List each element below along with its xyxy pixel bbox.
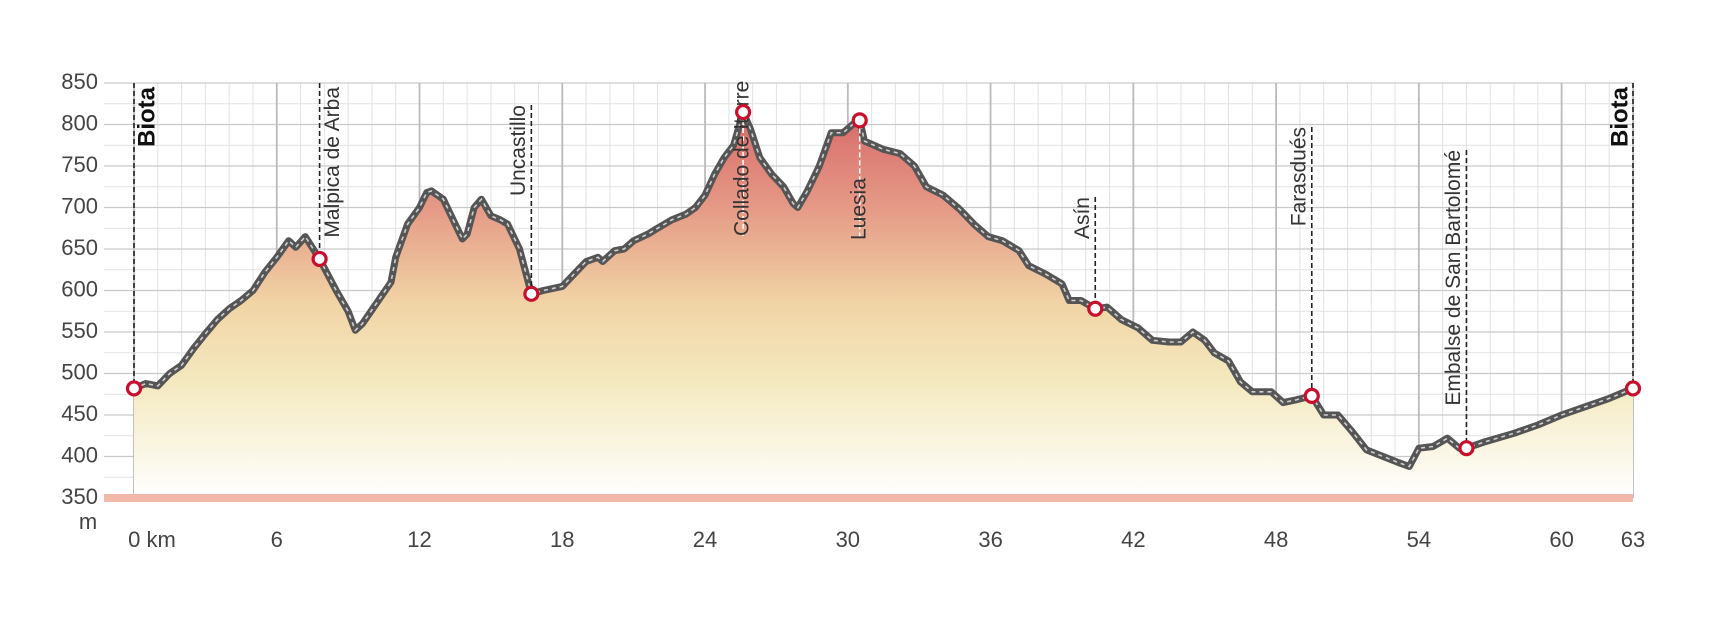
baseline-band [104, 494, 1633, 502]
x-tick-label: 18 [550, 527, 574, 552]
marker-label: Farasdués [1287, 127, 1310, 226]
marker-label: Biota [1606, 86, 1633, 147]
x-tick-label: 36 [978, 527, 1002, 552]
marker-label: Uncastillo [507, 105, 530, 196]
marker-label: Asín [1071, 197, 1094, 239]
x-tick-label: 0 km [128, 527, 176, 552]
y-tick-label: 800 [61, 110, 98, 135]
marker-label: Collado de Itorre [731, 81, 754, 236]
marker [735, 103, 752, 121]
y-tick-label: 600 [61, 276, 98, 301]
marker-label: Embalse de San Bartolomé [1442, 150, 1465, 406]
y-tick-label: 350 [61, 484, 98, 509]
area [134, 112, 1633, 498]
marker-label: Luesia [847, 178, 870, 240]
marker [1458, 440, 1475, 457]
marker [523, 285, 540, 302]
x-tick-label: 30 [836, 527, 860, 552]
marker [125, 380, 143, 397]
marker-label: Malpica de Arba [321, 87, 344, 238]
x-tick-label: 24 [693, 527, 717, 552]
y-tick-label: 850 [61, 69, 98, 94]
marker [311, 250, 328, 268]
y-tick-label: 700 [61, 193, 98, 218]
marker [851, 112, 868, 129]
plot: Biota Malpica de Arba Uncastillo Collado de… [104, 81, 1642, 502]
x-tick-label: 12 [407, 527, 431, 552]
marker [1303, 387, 1320, 405]
y-tick-label: 500 [61, 359, 98, 384]
y-unit: m [79, 509, 97, 534]
y-tick-label: 750 [61, 152, 98, 177]
x-tick-label: 63 [1621, 527, 1645, 552]
x-tick-label: 60 [1549, 527, 1573, 552]
y-tick-label: 450 [61, 401, 98, 426]
profile-line-dash [133, 109, 1634, 468]
marker [1624, 380, 1642, 397]
x-tick-label: 54 [1407, 527, 1431, 552]
marker-label: Biota [133, 86, 160, 147]
y-tick-label: 400 [61, 442, 98, 467]
y-tick-label: 650 [61, 235, 98, 260]
x-tick-label: 42 [1121, 527, 1145, 552]
x-tick-label: 48 [1264, 527, 1288, 552]
marker [1087, 300, 1104, 317]
x-tick-label: 6 [271, 527, 283, 552]
y-tick-label: 550 [61, 318, 98, 343]
